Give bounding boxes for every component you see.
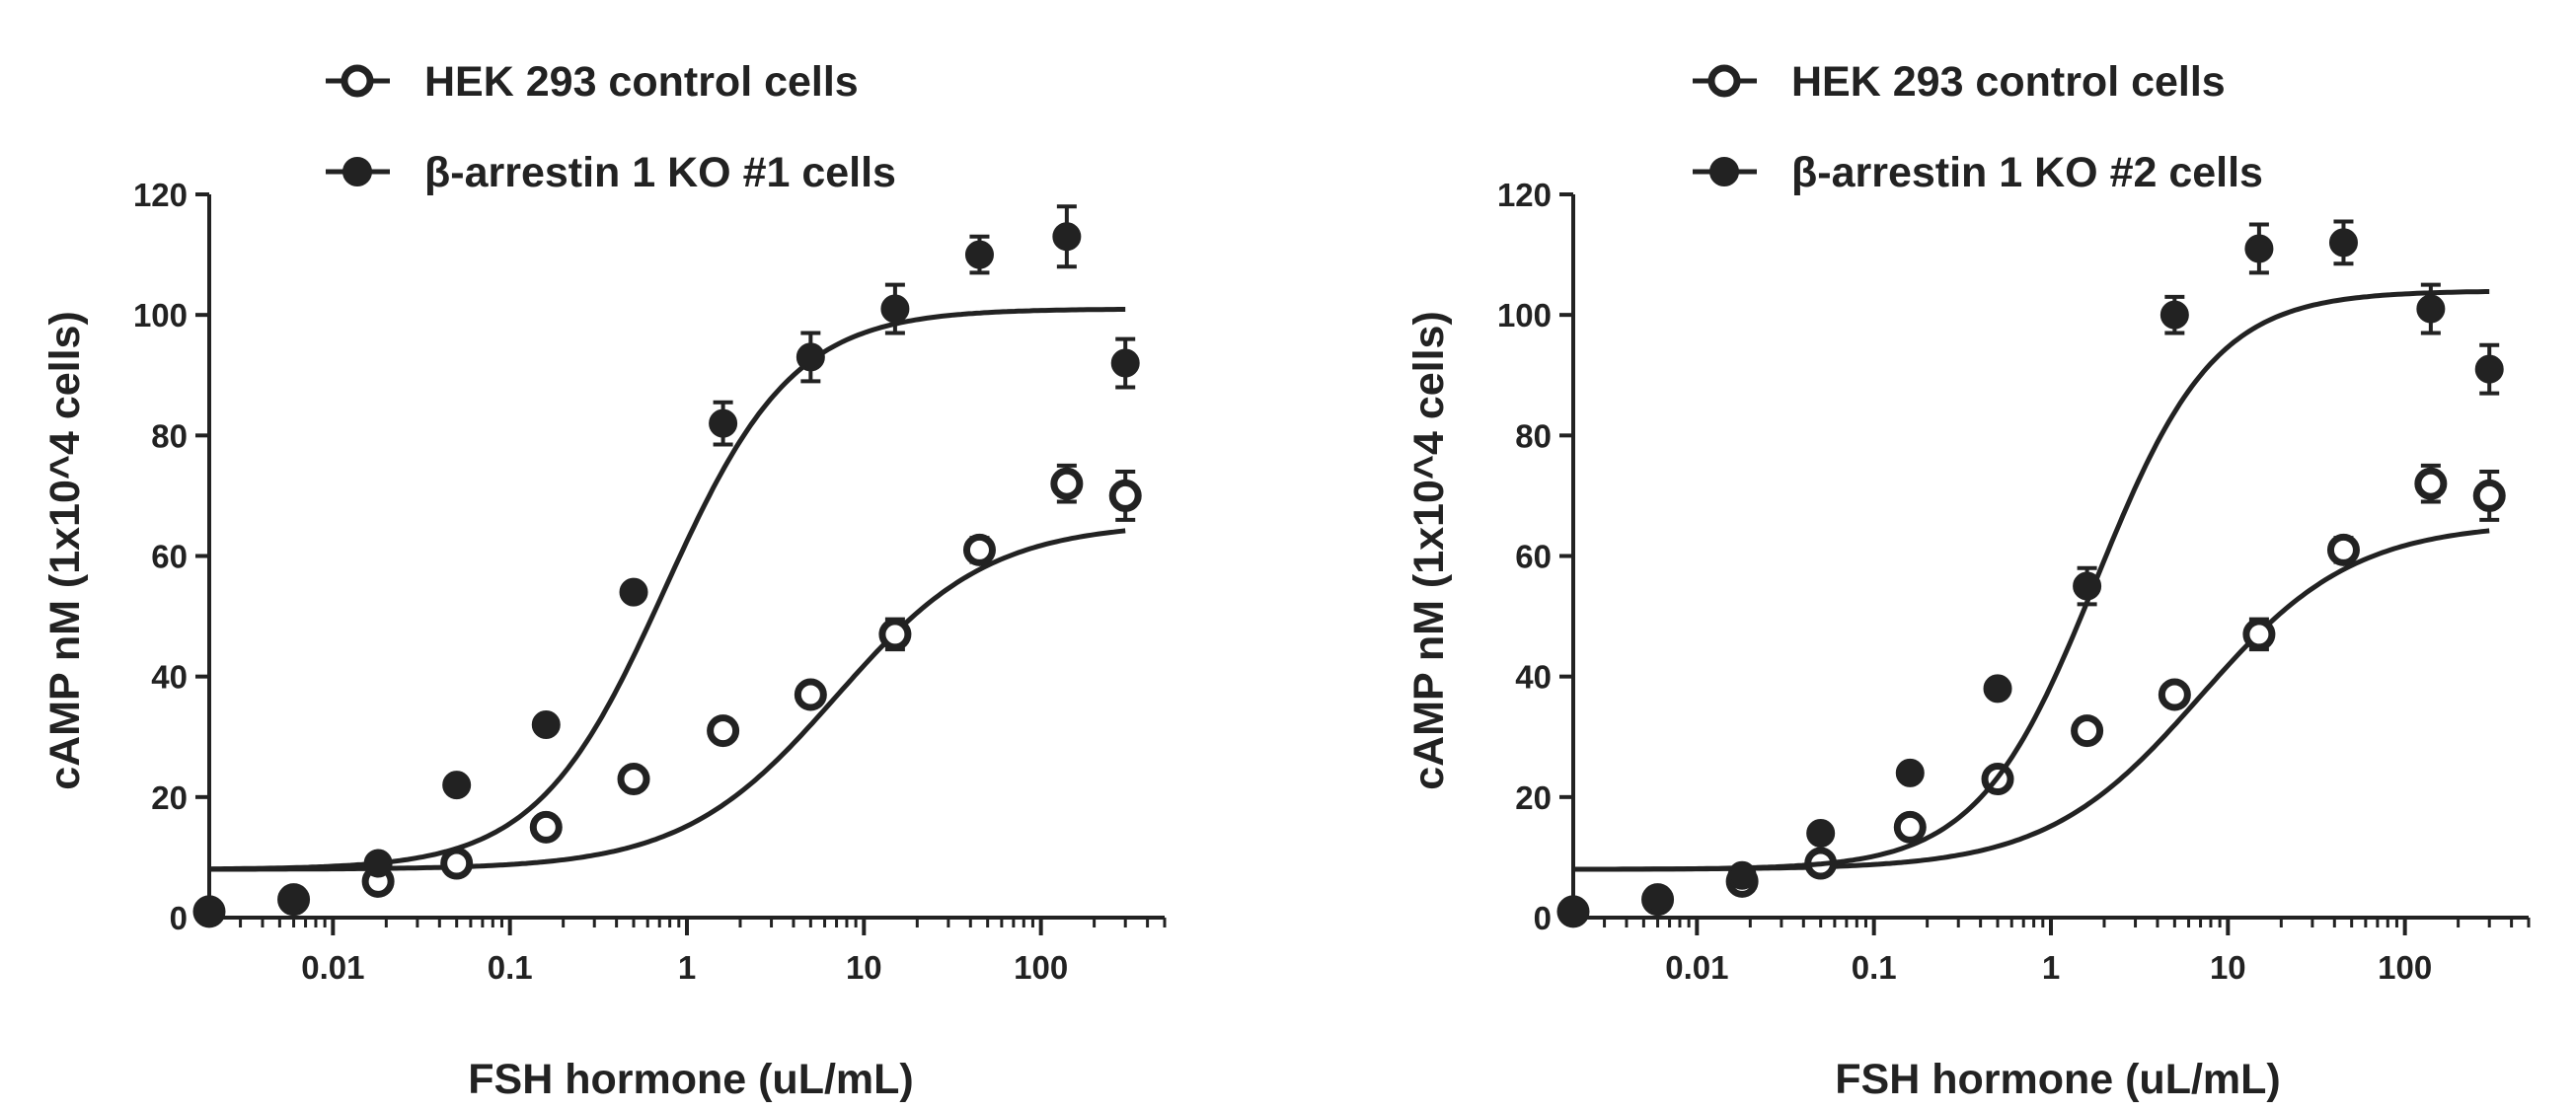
- x-tick-label: 100: [1014, 949, 1068, 986]
- series-control: [1556, 463, 2506, 928]
- data-point: [2472, 479, 2506, 512]
- data-point: [529, 810, 563, 844]
- data-point: [442, 771, 472, 800]
- x-tick-label: 1: [2042, 949, 2060, 986]
- y-tick-label: 0: [170, 900, 188, 936]
- y-tick-label: 120: [133, 177, 188, 213]
- y-tick-label: 60: [151, 539, 188, 575]
- data-point: [1895, 758, 1925, 787]
- data-point: [194, 897, 224, 926]
- data-point: [1050, 467, 1084, 500]
- y-tick-label: 40: [1515, 659, 1552, 696]
- data-point: [1806, 818, 1836, 848]
- fit-curve: [1573, 289, 2490, 872]
- data-point: [878, 618, 912, 651]
- data-point: [2414, 467, 2448, 500]
- legend: HEK 293 control cells β-arrestin 1 KO #2…: [1693, 58, 2263, 196]
- y-axis-label: cAMP nM (1x10^4 cells): [41, 311, 89, 790]
- y-tick-label: 20: [151, 779, 188, 816]
- data-point: [2416, 294, 2446, 324]
- x-tick-label: 1: [678, 949, 696, 986]
- data-point: [2159, 300, 2189, 330]
- y-tick-label: 80: [1515, 417, 1552, 454]
- data-point: [2244, 234, 2274, 263]
- legend-marker-control: [1693, 64, 1757, 98]
- axes: 0 20 40 60 80 100 120 0.01 0.1 1 10 100: [1497, 177, 2531, 986]
- data-point: [279, 885, 309, 915]
- data-point: [709, 408, 738, 438]
- data-point: [796, 342, 825, 372]
- data-point: [1727, 860, 1757, 890]
- legend-marker-ko: [1693, 157, 1757, 186]
- data-point: [2158, 678, 2191, 711]
- data-point: [2073, 571, 2102, 601]
- legend-label-ko: β-arrestin 1 KO #1 cells: [424, 149, 896, 196]
- x-tick-label: 10: [2210, 949, 2246, 986]
- y-tick-label: 0: [1534, 900, 1552, 936]
- data-point: [440, 847, 474, 880]
- x-tick-label: 0.01: [1665, 949, 1728, 986]
- series-ko: [194, 204, 1140, 926]
- data-point: [962, 533, 996, 566]
- y-tick-label: 40: [151, 659, 188, 696]
- y-tick-label: 100: [133, 297, 188, 333]
- series-control: [192, 463, 1142, 928]
- fit-curve: [1573, 528, 2490, 872]
- y-tick-label: 120: [1497, 177, 1552, 213]
- data-point: [531, 710, 561, 740]
- data-point: [1052, 222, 1082, 252]
- x-tick-label: 0.1: [1852, 949, 1897, 986]
- data-point: [2474, 354, 2504, 384]
- x-tick-label: 100: [2378, 949, 2432, 986]
- data-point: [2328, 228, 2358, 258]
- chart-panel-1: HEK 293 control cells β-arrestin 1 KO #1…: [41, 58, 1167, 1103]
- y-axis-label: cAMP nM (1x10^4 cells): [1405, 311, 1453, 790]
- x-axis-label: FSH hormone (uL/mL): [1835, 1056, 2280, 1103]
- fit-curve: [209, 528, 1126, 872]
- data-point: [2071, 714, 2104, 748]
- data-point: [619, 577, 648, 607]
- legend-marker-control: [326, 64, 390, 98]
- series-ko: [1558, 219, 2504, 926]
- y-tick-label: 100: [1497, 297, 1552, 333]
- legend-marker-ko: [326, 157, 390, 186]
- x-tick-label: 0.1: [488, 949, 533, 986]
- x-axis-label: FSH hormone (uL/mL): [468, 1056, 913, 1103]
- data-point: [1893, 810, 1927, 844]
- data-point: [964, 240, 994, 269]
- data-point: [880, 294, 910, 324]
- data-point: [363, 849, 393, 878]
- legend-label-control: HEK 293 control cells: [424, 58, 859, 106]
- data-point: [1558, 897, 1588, 926]
- legend: HEK 293 control cells β-arrestin 1 KO #1…: [326, 58, 896, 196]
- data-point: [794, 678, 827, 711]
- data-point: [707, 714, 740, 748]
- x-tick-label: 0.01: [301, 949, 364, 986]
- data-point: [2326, 533, 2360, 566]
- y-tick-label: 20: [1515, 779, 1552, 816]
- x-tick-label: 10: [846, 949, 882, 986]
- y-tick-label: 60: [1515, 539, 1552, 575]
- y-tick-label: 80: [151, 417, 188, 454]
- data-point: [1110, 348, 1140, 378]
- legend-label-control: HEK 293 control cells: [1791, 58, 2226, 106]
- fit-curve: [208, 307, 1126, 872]
- legend-label-ko: β-arrestin 1 KO #2 cells: [1791, 149, 2263, 196]
- data-point: [1983, 674, 2012, 704]
- data-point: [1108, 479, 1142, 512]
- data-point: [617, 763, 650, 796]
- chart-panel-2: HEK 293 control cells β-arrestin 1 KO #2…: [1405, 58, 2531, 1103]
- axes: 0 20 40 60 80 100 120 0.01 0.1 1 10 100: [133, 177, 1167, 986]
- data-point: [1643, 885, 1673, 915]
- data-point: [2242, 618, 2276, 651]
